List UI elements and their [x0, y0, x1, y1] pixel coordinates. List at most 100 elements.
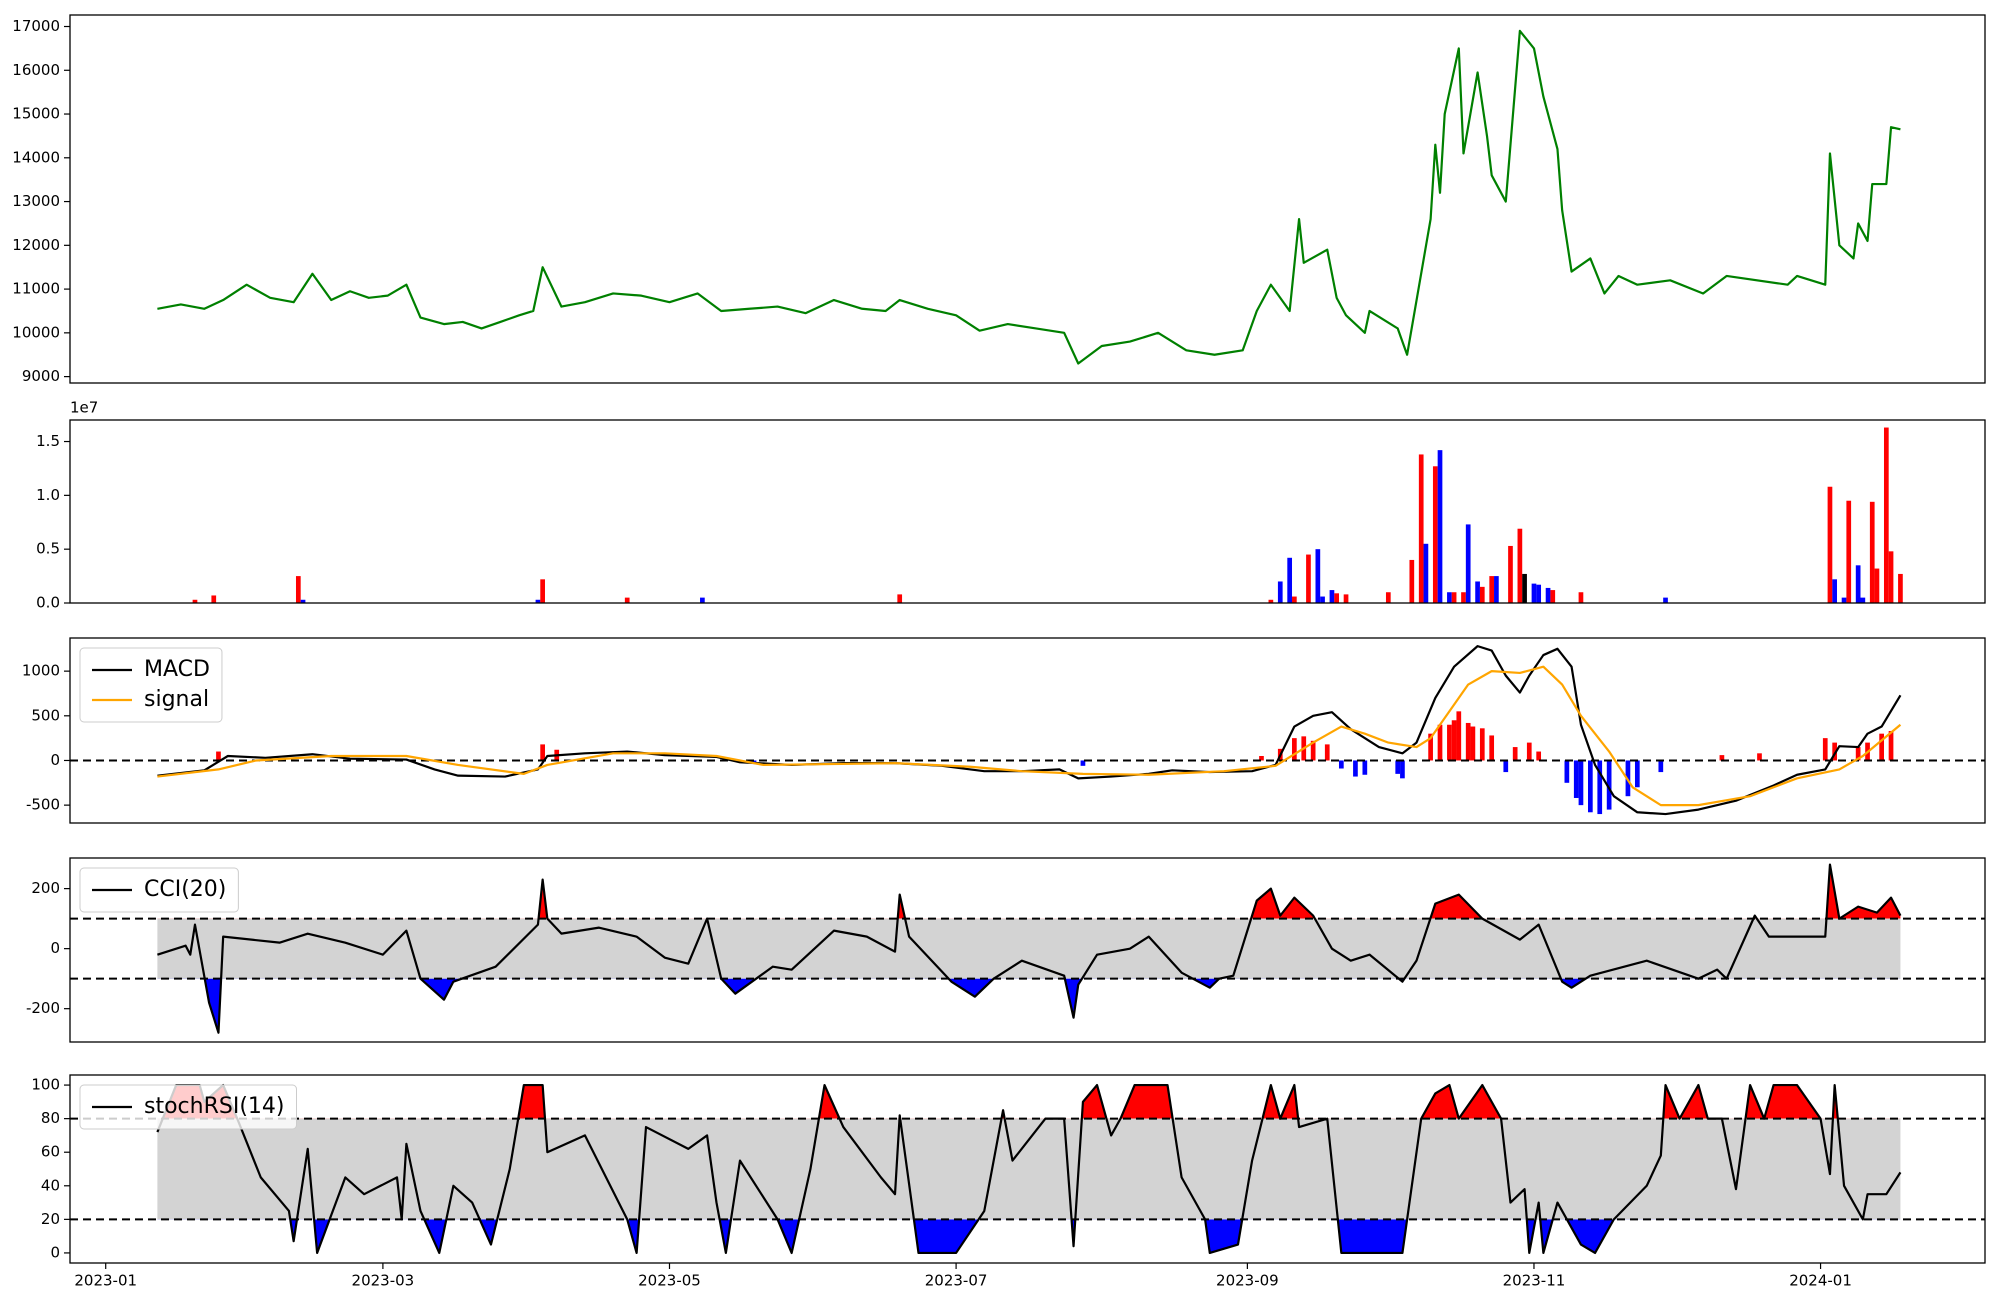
volume-bar: [300, 599, 306, 603]
legend: stochRSI(14): [79, 1084, 297, 1130]
axes-frame: [69, 637, 1986, 824]
y-tick-label: 0: [50, 939, 60, 957]
volume-bar: [1888, 551, 1894, 603]
volume-bar: [1517, 528, 1523, 603]
macd-histogram-bar: [1259, 756, 1264, 761]
macd-histogram-bar: [1757, 753, 1762, 761]
macd-histogram-bar: [1080, 760, 1086, 766]
macd-histogram-bar: [1587, 760, 1593, 813]
macd-histogram-bar: [1573, 760, 1579, 798]
legend-label: stochRSI(14): [144, 1094, 285, 1119]
macd-histogram-bar: [540, 744, 545, 761]
macd-histogram-bar: [1310, 740, 1316, 761]
axes-frame: [69, 14, 1986, 384]
volume-bar: [535, 599, 541, 603]
macd-histogram-bar: [1512, 747, 1518, 761]
y-tick-label: 80: [41, 1109, 60, 1127]
x-tick-label: 2024-01: [1789, 1272, 1852, 1290]
y-tick-label: 11000: [12, 280, 60, 298]
y-tick-label: 9000: [22, 367, 60, 385]
plot-area: [192, 427, 1903, 603]
series-line: [157, 665, 1902, 807]
macd-histogram-bar: [1879, 733, 1884, 761]
volume-bar: [1494, 576, 1499, 603]
plot-area: [70, 863, 1985, 1034]
macd-histogram-bar: [216, 751, 221, 761]
volume-bar: [1292, 596, 1297, 603]
macd-histogram-bar: [1400, 760, 1405, 779]
axis-offset-label: 1e7: [70, 399, 98, 417]
plot-area: [70, 645, 1985, 816]
macd-histogram-bar: [1362, 760, 1368, 775]
legend-label: signal: [144, 687, 209, 712]
macd-histogram-bar: [1606, 760, 1612, 810]
volume-bar: [897, 594, 903, 603]
volume-bar: [1334, 593, 1339, 603]
y-tick-label: 17000: [12, 17, 60, 35]
macd-histogram-bar: [1526, 742, 1532, 761]
volume-bar: [1418, 454, 1424, 603]
macd-histogram-bar: [1536, 751, 1542, 761]
volume-bar: [1508, 545, 1513, 603]
series-line: [156, 1083, 1902, 1255]
series-line: [157, 645, 1902, 816]
macd-histogram-bar: [1597, 760, 1603, 815]
y-tick-label: 1.0: [36, 486, 60, 504]
volume-bar: [1522, 573, 1527, 603]
macd-histogram-bar: [1822, 738, 1828, 761]
y-tick-label: 500: [31, 706, 60, 724]
volume-bar: [1898, 573, 1903, 603]
legend: MACD signal: [79, 647, 223, 723]
legend: CCI(20): [79, 867, 239, 913]
overbought-fill: [157, 864, 1901, 919]
y-tick-label: 10000: [12, 323, 60, 341]
volume-bar: [1423, 543, 1429, 603]
y-tick-label: 14000: [12, 148, 60, 166]
axes-frame: [69, 419, 1986, 604]
macd-histogram-bar: [1503, 760, 1509, 773]
macd-histogram-bar: [1489, 735, 1495, 761]
series-line: [157, 863, 1902, 1034]
macd-histogram-bar: [1465, 722, 1471, 761]
volume-bar: [1385, 592, 1391, 603]
volume-bar: [1461, 592, 1466, 603]
volume-bar: [540, 579, 545, 603]
legend-box: [79, 867, 239, 913]
plot-area: [157, 29, 1901, 365]
macd-histogram-bar: [1324, 744, 1330, 761]
volume-bar: [1447, 592, 1452, 603]
x-tick-label: 2023-03: [352, 1272, 415, 1290]
macd-histogram-bar: [1832, 742, 1838, 761]
y-tick-label: 1.5: [36, 432, 60, 450]
volume-bar: [192, 599, 198, 603]
y-tick-label: -500: [26, 796, 60, 814]
volume-bar: [1860, 597, 1866, 603]
volume-bar: [1832, 579, 1838, 603]
macd-histogram-bar: [1855, 747, 1861, 761]
y-tick-label: 100: [31, 1076, 60, 1094]
volume-bar: [1329, 590, 1335, 603]
macd-histogram-bar: [1353, 760, 1358, 777]
legend-box: [79, 647, 223, 723]
x-tick-label: 2023-05: [638, 1272, 701, 1290]
macd-histogram-bar: [1338, 760, 1344, 769]
macd-histogram-bar: [1451, 720, 1457, 761]
macd-histogram-bar: [1888, 730, 1894, 761]
macd-histogram-bar: [1292, 738, 1297, 761]
volume-bar: [211, 595, 217, 603]
legend-label: MACD: [144, 657, 210, 682]
y-tick-label: 16000: [12, 61, 60, 79]
x-tick-label: 2023-07: [925, 1272, 988, 1290]
macd-histogram-bar: [1437, 724, 1443, 761]
macd-histogram-bar: [1658, 760, 1664, 773]
axes-frame: [69, 1074, 1986, 1264]
volume-bar: [1869, 501, 1875, 603]
y-tick-label: 40: [41, 1176, 60, 1194]
legend-label: CCI(20): [144, 877, 226, 902]
y-tick-label: 0: [50, 751, 60, 769]
volume-bar: [1550, 590, 1556, 603]
volume-bar: [1277, 581, 1283, 603]
macd-histogram-bar: [1564, 760, 1570, 783]
volume-bar: [1846, 500, 1852, 603]
